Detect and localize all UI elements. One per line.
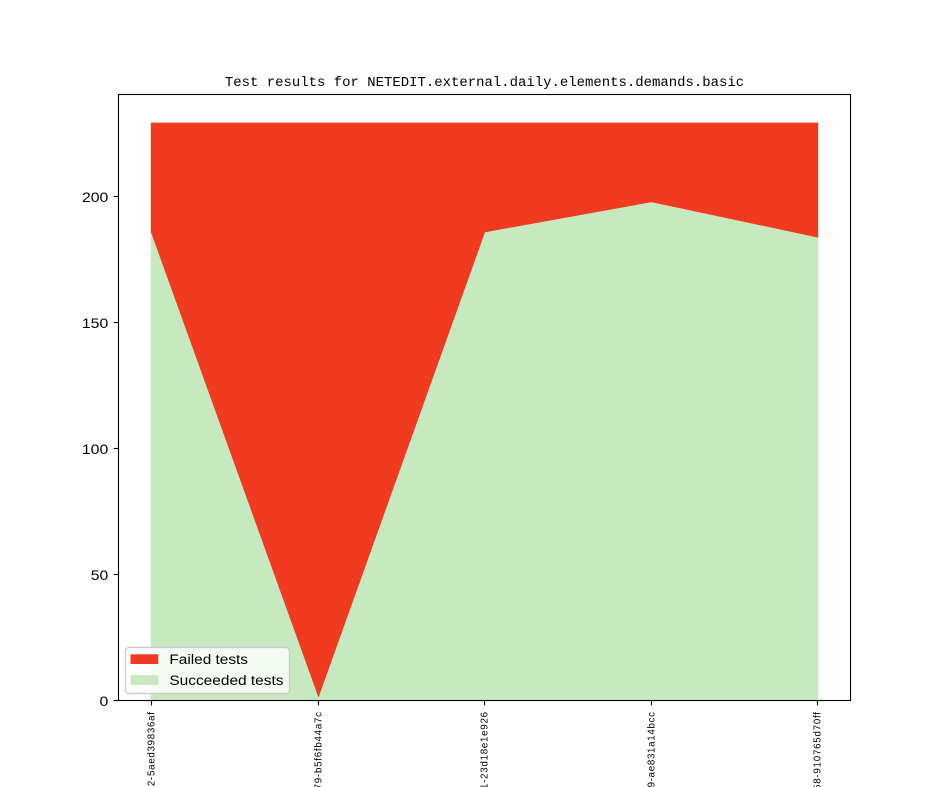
svg-text:0: 0: [100, 693, 109, 709]
svg-text:29-ae831a14bcc: 29-ae831a14bcc: [647, 712, 658, 787]
svg-text:150: 150: [82, 315, 109, 331]
svg-text:02-5aed39836af: 02-5aed39836af: [147, 712, 158, 787]
svg-text:50: 50: [91, 567, 109, 583]
svg-text:200: 200: [82, 189, 109, 205]
svg-text:079-b5f6fb44a7c: 079-b5f6fb44a7c: [314, 712, 325, 787]
svg-text:168-910765d70ff: 168-910765d70ff: [813, 712, 824, 787]
svg-text:Succeeded tests: Succeeded tests: [169, 672, 283, 688]
svg-text:01-23d18e1e926: 01-23d18e1e926: [480, 712, 491, 787]
svg-text:100: 100: [82, 441, 109, 457]
svg-text:Failed tests: Failed tests: [169, 651, 248, 667]
svg-text:Test results for NETEDIT.exter: Test results for NETEDIT.external.daily.…: [225, 75, 744, 91]
